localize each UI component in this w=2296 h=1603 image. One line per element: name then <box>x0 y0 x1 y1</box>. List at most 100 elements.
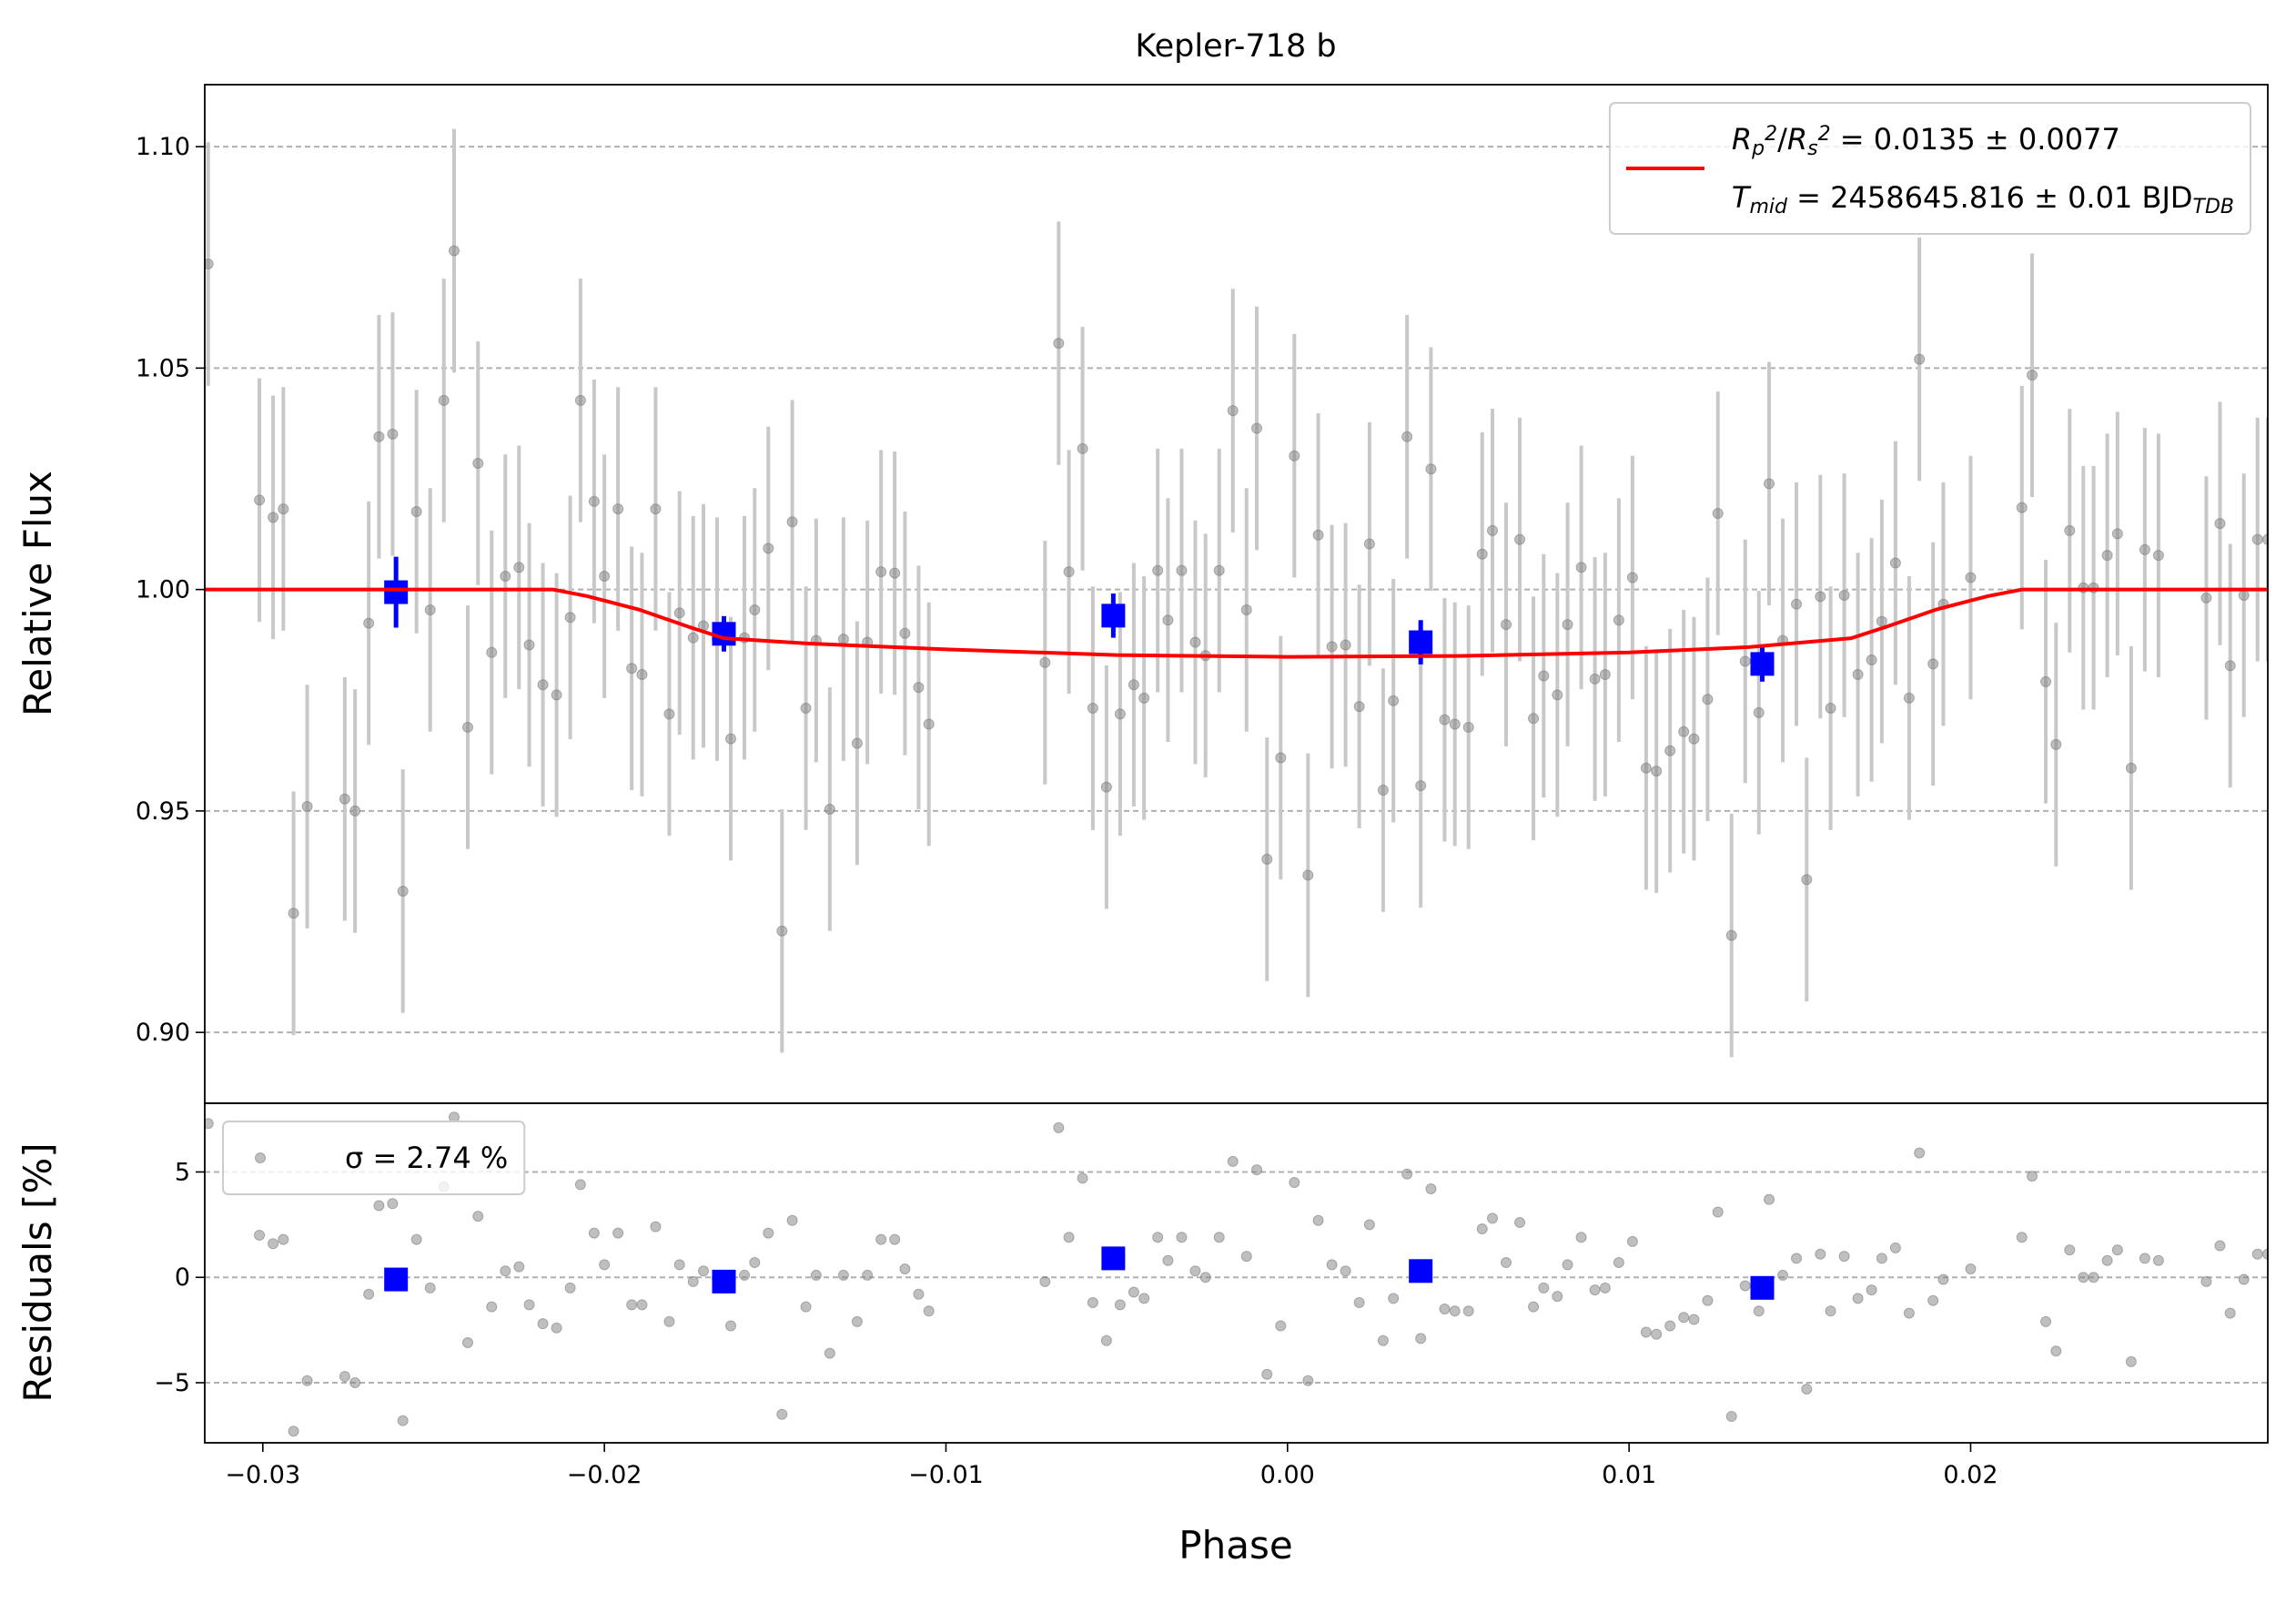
y-tick-label: 1.10 <box>136 133 190 161</box>
data-point <box>1866 1284 1877 1296</box>
data-point <box>1353 1297 1365 1309</box>
data-point <box>1363 538 1375 550</box>
data-point <box>1077 442 1088 454</box>
data-point <box>1176 564 1188 576</box>
data-point <box>462 1337 474 1349</box>
x-tick-label: −0.02 <box>567 1461 642 1489</box>
data-point <box>1965 572 1977 583</box>
data-point <box>424 604 436 616</box>
data-point <box>472 1211 484 1223</box>
data-point <box>2125 762 2137 774</box>
data-point <box>1388 1293 1400 1304</box>
data-point <box>2200 592 2212 604</box>
data-point <box>551 689 562 701</box>
data-point <box>1312 1214 1324 1226</box>
data-point <box>2016 502 2028 513</box>
data-point <box>1439 714 1451 725</box>
data-point <box>1240 604 1252 616</box>
data-point <box>1599 669 1611 681</box>
data-point <box>673 607 685 619</box>
data-point <box>1100 1334 1112 1346</box>
data-point <box>537 1318 549 1330</box>
data-point <box>636 669 648 681</box>
data-point <box>626 1299 638 1311</box>
legend: σ = 2.74 % <box>222 1121 526 1195</box>
data-point <box>500 571 511 583</box>
data-point <box>1240 1251 1252 1263</box>
data-point <box>1100 781 1112 793</box>
data-point <box>1640 762 1652 774</box>
data-point <box>1363 1219 1375 1231</box>
data-point <box>889 567 901 579</box>
data-point <box>1189 636 1201 648</box>
data-point <box>1302 1375 1314 1386</box>
data-point <box>564 1282 576 1294</box>
y-tick-label: 0.90 <box>136 1019 190 1047</box>
data-point <box>1937 1273 1949 1285</box>
data-point <box>1415 1333 1427 1344</box>
legend-label-part: R <box>1732 122 1752 157</box>
binned-point <box>384 580 409 604</box>
binned-point <box>712 1269 736 1294</box>
data-point <box>1261 853 1273 865</box>
data-point <box>1753 1305 1765 1317</box>
data-point <box>1613 1257 1624 1269</box>
data-point <box>2262 1248 2268 1260</box>
data-point <box>205 1118 214 1130</box>
data-point <box>2040 1315 2052 1327</box>
data-point <box>1528 713 1540 725</box>
data-point <box>1852 1293 1864 1304</box>
data-point <box>278 503 289 515</box>
data-point <box>1501 1257 1512 1269</box>
data-point <box>2101 1254 2113 1266</box>
model-line <box>205 587 2268 659</box>
binned-point <box>1750 652 1775 676</box>
binned-point <box>1750 1275 1775 1300</box>
binned-point <box>384 1267 409 1292</box>
data-point <box>2027 1171 2038 1182</box>
data-point <box>537 679 549 691</box>
data-point <box>513 1261 525 1273</box>
data-point <box>1514 1217 1526 1229</box>
data-point <box>424 1282 436 1294</box>
legend-label-part: = 2458645.816 ± 0.01 BJD <box>1787 180 2193 215</box>
data-point <box>851 1315 863 1327</box>
data-point <box>1114 1299 1126 1311</box>
data-point <box>1213 1232 1225 1243</box>
y-axis-label: Residuals [%] <box>15 1142 60 1402</box>
data-point <box>776 1408 788 1420</box>
data-point <box>1340 639 1351 651</box>
data-point <box>1914 1147 1926 1159</box>
data-point <box>1712 1206 1724 1218</box>
chart-title: Kepler-718 b <box>1135 28 1336 65</box>
data-point <box>875 1233 887 1245</box>
data-point <box>2224 660 2236 672</box>
data-point <box>2064 524 2076 536</box>
data-point <box>687 632 699 644</box>
data-point <box>1903 1307 1915 1319</box>
data-point <box>500 1265 511 1277</box>
data-point <box>1476 1223 1488 1234</box>
data-point <box>899 1263 911 1274</box>
data-point <box>923 718 935 730</box>
data-point <box>1462 1305 1474 1317</box>
x-tick-label: −0.03 <box>225 1461 300 1489</box>
data-point <box>205 259 214 270</box>
data-point <box>1599 1282 1611 1294</box>
data-point <box>1589 1284 1601 1296</box>
data-point <box>268 512 279 523</box>
binned-point <box>1409 630 1433 654</box>
data-point <box>1138 692 1150 704</box>
data-point <box>1815 591 1826 603</box>
data-point <box>397 885 409 897</box>
data-point <box>1613 614 1624 626</box>
data-point <box>1449 1305 1461 1317</box>
data-point <box>1514 533 1526 545</box>
plot-area <box>205 1111 2268 1437</box>
data-point <box>725 1320 737 1332</box>
legend-label-part: s <box>1807 137 1817 160</box>
data-point <box>1876 1253 1887 1264</box>
data-point <box>923 1305 935 1317</box>
